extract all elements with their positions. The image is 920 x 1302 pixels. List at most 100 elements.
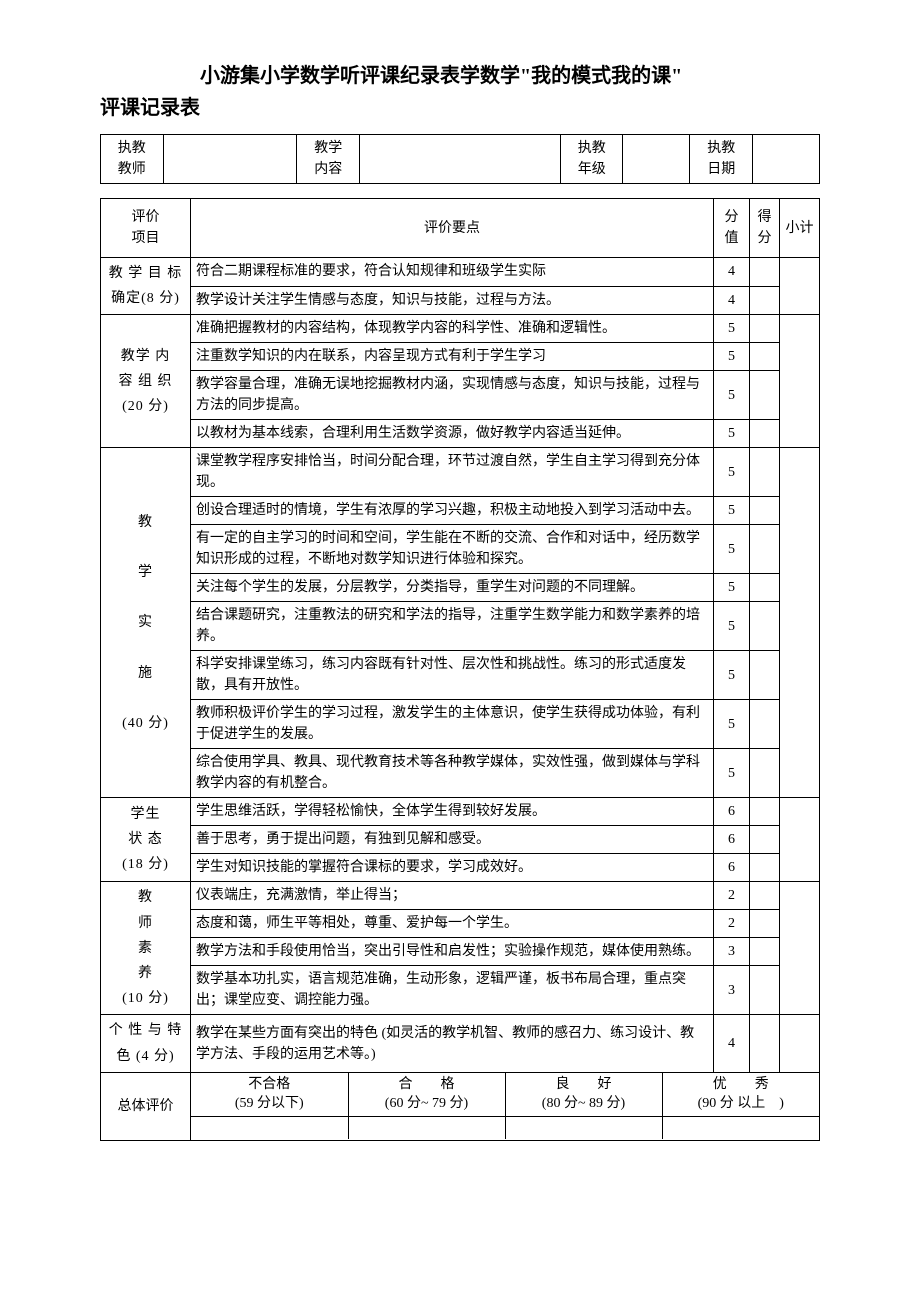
overall-value-cell[interactable] (662, 1117, 819, 1139)
subtotal-cell[interactable] (780, 315, 820, 448)
header-score-value: 分值 (714, 199, 750, 258)
score-got-cell[interactable] (750, 1015, 780, 1072)
score-got-cell[interactable] (750, 315, 780, 343)
score-value: 5 (714, 700, 750, 749)
eval-point: 仪表端庄，充满激情，举止得当； (191, 882, 714, 910)
score-value: 5 (714, 448, 750, 497)
overall-level: 不合格(59 分以下) (191, 1073, 348, 1116)
eval-point: 数学基本功扎实，语言规范准确，生动形象，逻辑严谨，板书布局合理，重点突出；课堂应… (191, 966, 714, 1015)
category-label: 教 学 实 施 (40 分) (101, 448, 191, 798)
overall-values (191, 1116, 820, 1140)
score-got-cell[interactable] (750, 258, 780, 287)
score-got-cell[interactable] (750, 882, 780, 910)
subtotal-cell[interactable] (780, 258, 820, 315)
score-value: 5 (714, 574, 750, 602)
eval-point: 科学安排课堂练习，练习内容既有针对性、层次性和挑战性。练习的形式适度发散，具有开… (191, 651, 714, 700)
category-label: 教 学 目 标 确定(8 分) (101, 258, 191, 315)
content-label: 教学 内容 (297, 135, 360, 184)
eval-point: 学生对知识技能的掌握符合课标的要求，学习成效好。 (191, 854, 714, 882)
score-got-cell[interactable] (750, 448, 780, 497)
eval-point: 善于思考，勇于提出问题，有独到见解和感受。 (191, 826, 714, 854)
page-title: 小游集小学数学听评课纪录表学数学"我的模式我的课" 评课记录表 (100, 60, 820, 124)
title-line-1: 小游集小学数学听评课纪录表学数学"我的模式我的课" (100, 60, 820, 92)
eval-point: 教学设计关注学生情感与态度，知识与技能，过程与方法。 (191, 286, 714, 315)
score-got-cell[interactable] (750, 966, 780, 1015)
category-label: 个 性 与 特 色 (4 分) (101, 1015, 191, 1072)
score-got-cell[interactable] (750, 420, 780, 448)
overall-value-cell[interactable] (348, 1117, 505, 1139)
overall-levels: 不合格(59 分以下)合 格(60 分~ 79 分)良 好(80 分~ 89 分… (191, 1072, 820, 1116)
score-value: 2 (714, 882, 750, 910)
grade-label: 执教 年级 (560, 135, 623, 184)
title-line-2: 评课记录表 (100, 92, 820, 124)
eval-point: 学生思维活跃，学得轻松愉快，全体学生得到较好发展。 (191, 798, 714, 826)
score-value: 5 (714, 651, 750, 700)
score-got-cell[interactable] (750, 938, 780, 966)
eval-point: 教学容量合理，准确无误地挖掘教材内涵，实现情感与态度，知识与技能，过程与方法的同… (191, 371, 714, 420)
teacher-label: 执教 教师 (101, 135, 164, 184)
score-value: 5 (714, 420, 750, 448)
category-label: 教 师 素 养 (10 分) (101, 882, 191, 1015)
score-got-cell[interactable] (750, 910, 780, 938)
subtotal-cell[interactable] (780, 882, 820, 1015)
header-score-got: 得 分 (750, 199, 780, 258)
score-got-cell[interactable] (750, 574, 780, 602)
score-got-cell[interactable] (750, 371, 780, 420)
info-table: 执教 教师 教学 内容 执教 年级 执教 日期 (100, 134, 820, 184)
score-value: 5 (714, 343, 750, 371)
eval-point: 注重数学知识的内在联系，内容呈现方式有利于学生学习 (191, 343, 714, 371)
teacher-value[interactable] (163, 135, 297, 184)
subtotal-cell[interactable] (780, 448, 820, 798)
score-value: 5 (714, 525, 750, 574)
overall-label: 总体评价 (101, 1072, 191, 1140)
score-value: 3 (714, 938, 750, 966)
score-got-cell[interactable] (750, 525, 780, 574)
score-value: 6 (714, 826, 750, 854)
subtotal-cell[interactable] (780, 1015, 820, 1072)
eval-point: 态度和蔼，师生平等相处，尊重、爱护每一个学生。 (191, 910, 714, 938)
header-points: 评价要点 (191, 199, 714, 258)
eval-point: 准确把握教材的内容结构，体现教学内容的科学性、准确和逻辑性。 (191, 315, 714, 343)
score-got-cell[interactable] (750, 286, 780, 315)
score-value: 5 (714, 371, 750, 420)
category-label: 教学 内 容 组 织 (20 分) (101, 315, 191, 448)
category-label: 学生 状 态 (18 分) (101, 798, 191, 882)
eval-point: 教学方法和手段使用恰当，突出引导性和启发性；实验操作规范，媒体使用熟练。 (191, 938, 714, 966)
eval-point: 关注每个学生的发展，分层教学，分类指导，重学生对问题的不同理解。 (191, 574, 714, 602)
eval-point: 结合课题研究，注重教法的研究和学法的指导，注重学生数学能力和数学素养的培养。 (191, 602, 714, 651)
header-category: 评价 项目 (101, 199, 191, 258)
overall-value-cell[interactable] (191, 1117, 348, 1139)
header-subtotal: 小计 (780, 199, 820, 258)
date-value[interactable] (752, 135, 819, 184)
subtotal-cell[interactable] (780, 798, 820, 882)
score-value: 6 (714, 854, 750, 882)
eval-point: 教师积极评价学生的学习过程，激发学生的主体意识，使学生获得成功体验，有利于促进学… (191, 700, 714, 749)
evaluation-table: 评价 项目评价要点分值得 分小计教 学 目 标 确定(8 分)符合二期课程标准的… (100, 198, 820, 1141)
score-got-cell[interactable] (750, 798, 780, 826)
score-value: 4 (714, 286, 750, 315)
eval-point: 符合二期课程标准的要求，符合认知规律和班级学生实际 (191, 258, 714, 287)
score-value: 5 (714, 749, 750, 798)
score-value: 2 (714, 910, 750, 938)
overall-level: 合 格(60 分~ 79 分) (348, 1073, 505, 1116)
score-value: 5 (714, 315, 750, 343)
score-got-cell[interactable] (750, 602, 780, 651)
eval-point: 教学在某些方面有突出的特色 (如灵活的教学机智、教师的感召力、练习设计、教学方法… (191, 1015, 714, 1072)
overall-level: 优 秀(90 分 以上 ) (662, 1073, 819, 1116)
grade-value[interactable] (623, 135, 690, 184)
score-got-cell[interactable] (750, 826, 780, 854)
score-value: 4 (714, 1015, 750, 1072)
score-got-cell[interactable] (750, 700, 780, 749)
eval-point: 有一定的自主学习的时间和空间，学生能在不断的交流、合作和对话中，经历数学知识形成… (191, 525, 714, 574)
content-value[interactable] (360, 135, 561, 184)
date-label: 执教 日期 (690, 135, 753, 184)
score-got-cell[interactable] (750, 343, 780, 371)
overall-value-cell[interactable] (505, 1117, 662, 1139)
score-value: 5 (714, 602, 750, 651)
score-got-cell[interactable] (750, 651, 780, 700)
score-got-cell[interactable] (750, 854, 780, 882)
overall-level: 良 好(80 分~ 89 分) (505, 1073, 662, 1116)
score-got-cell[interactable] (750, 749, 780, 798)
score-value: 5 (714, 497, 750, 525)
score-got-cell[interactable] (750, 497, 780, 525)
